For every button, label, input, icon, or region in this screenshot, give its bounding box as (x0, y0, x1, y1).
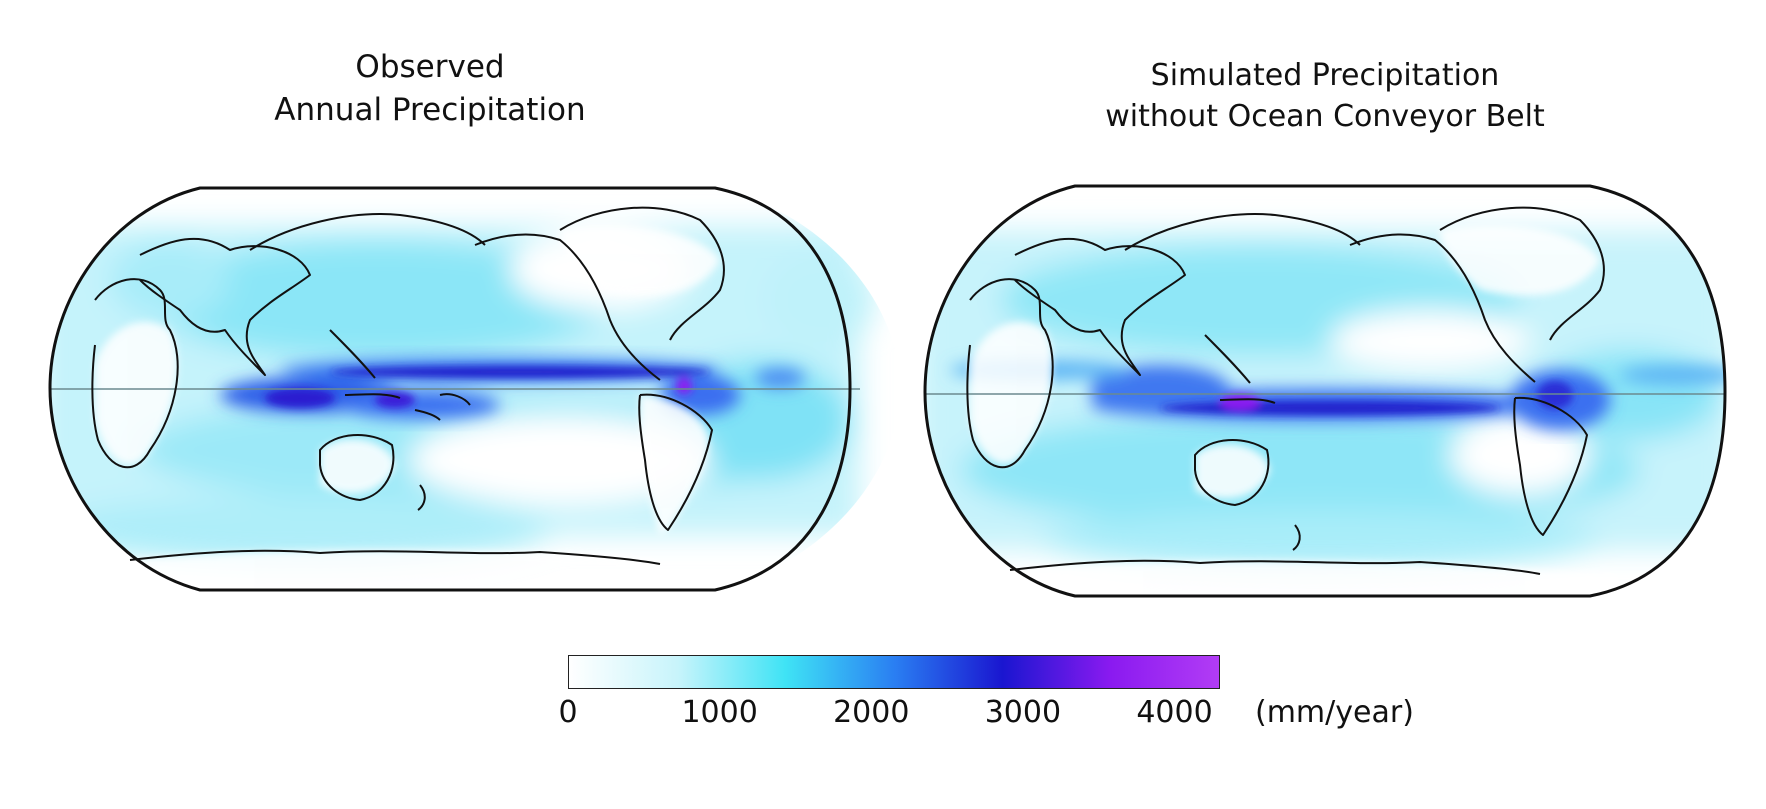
colorbar-tick-label: 0 (558, 695, 578, 730)
left-title-line2: Annual Precipitation (274, 92, 586, 128)
colorbar-tick-label: 4000 (1136, 695, 1213, 730)
left-map-frame (48, 186, 852, 592)
colorbar-tick-label: 3000 (984, 695, 1062, 730)
observed-precipitation-map (48, 186, 875, 592)
colorbar-tick-label: 1000 (681, 695, 758, 730)
right-map-frame (923, 184, 1727, 598)
right-map-title: Simulated Precipitation without Ocean Co… (1075, 55, 1575, 137)
coastlines-left (91, 206, 725, 565)
colorbar-unit-label: (mm/year) (1255, 695, 1414, 730)
coastlines-right (966, 206, 1605, 575)
right-title-line1: Simulated Precipitation (1150, 58, 1500, 93)
right-title-line2: without Ocean Conveyor Belt (1105, 99, 1545, 134)
left-title-line1: Observed (355, 49, 505, 85)
precipitation-colorbar (568, 655, 1220, 689)
colorbar-tick-label: 2000 (833, 695, 910, 730)
simulated-precipitation-map (923, 184, 1727, 598)
left-map-title: Observed Annual Precipitation (230, 46, 630, 132)
